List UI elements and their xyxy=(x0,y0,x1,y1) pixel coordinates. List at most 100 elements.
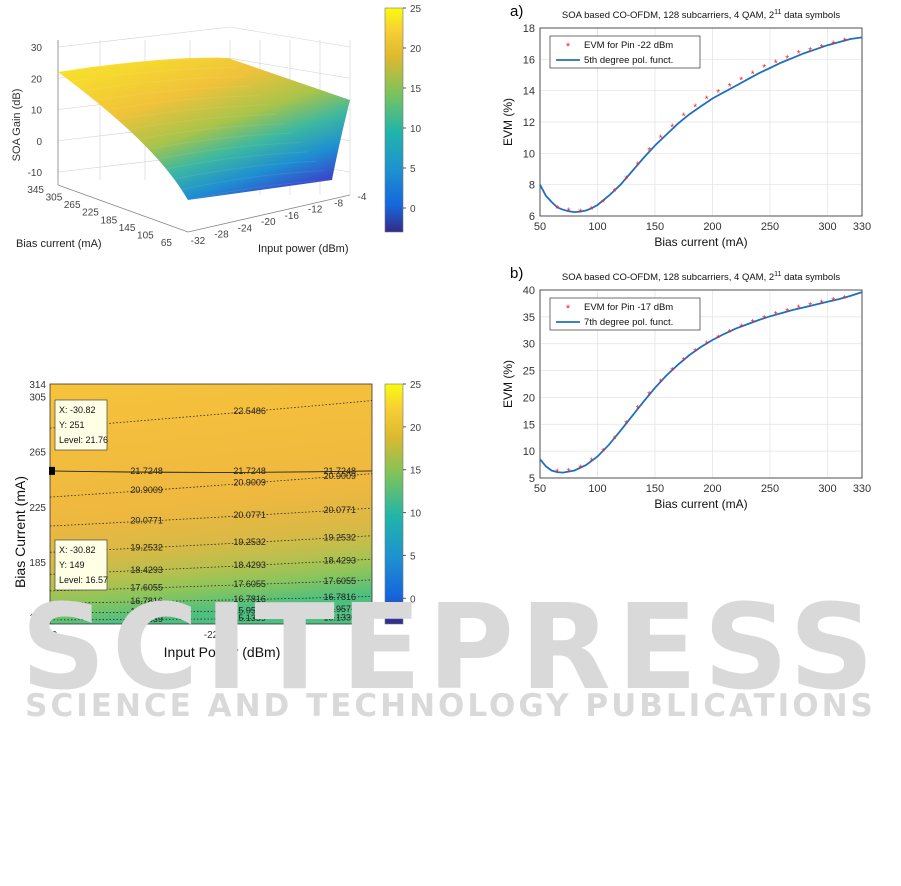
datatip-box[interactable] xyxy=(54,539,108,591)
datatip-level: Level: 21.76 xyxy=(59,435,108,445)
contour-line xyxy=(49,470,373,473)
y-tick-label: 305 xyxy=(29,392,46,403)
measured-point: * xyxy=(659,377,663,388)
x-tick-label: -20 xyxy=(261,217,276,228)
colorbar-tick-label: 25 xyxy=(410,4,422,15)
grid-line xyxy=(57,26,231,48)
measured-point: * xyxy=(820,298,824,309)
measured-point: * xyxy=(601,198,605,209)
datatip-box[interactable] xyxy=(54,399,108,451)
x-tick-label: -8 xyxy=(334,198,343,209)
datatip-marker[interactable] xyxy=(49,607,55,616)
x-tick-label: 100 xyxy=(588,221,606,233)
x-tick-label: 200 xyxy=(703,221,721,233)
y-tick-label: 345 xyxy=(27,185,44,196)
colorbar-tick-label: 0 xyxy=(410,204,416,215)
measured-point: * xyxy=(728,328,732,339)
y-tick-label: 185 xyxy=(100,215,117,226)
colorbar-tick-label: 15 xyxy=(410,466,422,477)
surface-xlabel: Input power (dBm) xyxy=(258,243,348,255)
measured-point: * xyxy=(831,296,835,307)
contour-level-label: 15.1339 xyxy=(130,614,163,624)
x-tick-label: 50 xyxy=(534,483,546,495)
y-tick-label: 314 xyxy=(29,380,46,391)
measured-point: * xyxy=(820,43,824,54)
legend-marker: * xyxy=(566,41,571,53)
surface-mesh-line xyxy=(187,179,333,201)
measured-point: * xyxy=(590,205,594,216)
measured-point: * xyxy=(555,204,559,215)
y-tick-label: 14 xyxy=(523,86,535,98)
surface-mesh-line xyxy=(167,160,317,181)
measured-point: * xyxy=(797,304,801,315)
contour-line xyxy=(49,579,373,592)
surface-mesh-line xyxy=(137,132,293,152)
contour-level-label: 18.4293 xyxy=(130,565,163,575)
x-tick-label: 200 xyxy=(703,483,721,495)
y-tick-label: 18 xyxy=(523,23,535,35)
measured-point: * xyxy=(751,318,755,329)
datatip-marker[interactable] xyxy=(49,466,55,475)
measured-point: * xyxy=(774,58,778,69)
contour-ylabel: Bias Current (mA) xyxy=(12,476,28,588)
contour-level-label: 19.2532 xyxy=(324,532,357,542)
measured-point: * xyxy=(705,95,709,106)
surface-mesh-line xyxy=(67,66,237,83)
contour-level-label: 15.9577 xyxy=(324,604,357,614)
colorbar-tick-label: 15 xyxy=(410,84,422,95)
gain-surface xyxy=(58,57,350,201)
legend-entry: EVM for Pin -22 dBm xyxy=(584,40,673,51)
contour-line xyxy=(49,473,373,498)
watermark-sub: SCIENCE AND TECHNOLOGY PUBLICATIONS xyxy=(25,688,876,724)
contour-line xyxy=(49,558,373,575)
evm-chart-a: a) SOA based CO-OFDM, 128 subcarriers, 4 … xyxy=(501,3,871,249)
contour-level-label: 18.4293 xyxy=(324,556,357,566)
surface-mesh-line xyxy=(57,57,229,73)
y-tick-label: 105 xyxy=(137,230,154,241)
x-tick-label: -32 xyxy=(191,236,206,247)
measured-point: * xyxy=(682,112,686,123)
z-tick-label: 0 xyxy=(36,137,42,148)
fit-series-line xyxy=(539,291,863,474)
z-tick-label: 10 xyxy=(31,106,43,117)
measured-point: * xyxy=(728,82,732,93)
measured-point: * xyxy=(555,468,559,479)
datatip-y: Y: 149 xyxy=(59,560,85,570)
contour-level-label: 20.9009 xyxy=(324,471,357,481)
measured-point: * xyxy=(751,69,755,80)
contour-level-label: 17.6055 xyxy=(324,576,357,586)
colorbar: 25 20 15 10 5 0 xyxy=(384,380,422,625)
measured-point: * xyxy=(567,207,571,218)
measured-point: * xyxy=(670,366,674,377)
panel-label: a) xyxy=(510,3,523,20)
x-tick-label: -24 xyxy=(238,223,253,234)
x-tick-label: -18 xyxy=(284,630,299,641)
measured-point: * xyxy=(647,146,651,157)
measured-point: * xyxy=(843,37,847,48)
measured-point: * xyxy=(843,294,847,305)
contour-level-label: 20.0771 xyxy=(233,510,266,520)
contour-level-label: 19.2532 xyxy=(130,542,163,552)
y-tick-label: 20 xyxy=(523,392,535,404)
measured-point: * xyxy=(659,134,663,145)
y-tick-label: 6 xyxy=(529,211,535,223)
y-tick-label: 35 xyxy=(523,312,535,324)
x-tick-label: 250 xyxy=(761,221,779,233)
colorbar-tick-label: 10 xyxy=(410,124,422,135)
contour-level-label: 20.0771 xyxy=(130,516,163,526)
measured-point: * xyxy=(785,307,789,318)
z-tick-label: -10 xyxy=(28,168,43,179)
measured-point: * xyxy=(739,323,743,334)
datatip-x: X: -30.82 xyxy=(59,545,96,555)
x-axis-label: Bias current (mA) xyxy=(654,497,747,511)
x-tick-label: -16 xyxy=(284,211,299,222)
legend-box xyxy=(549,297,701,331)
colorbar: 25 20 15 10 5 0 xyxy=(384,4,422,233)
surface-mesh-line xyxy=(127,123,285,142)
x-tick-label: -12 xyxy=(308,205,323,216)
y-axis-label: EVM (%) xyxy=(501,360,515,408)
x-tick-label: 300 xyxy=(818,221,836,233)
contour-line xyxy=(49,507,373,527)
contour-xlabel: Input Power (dBm) xyxy=(164,644,281,660)
y-tick-label: 10 xyxy=(523,446,535,458)
